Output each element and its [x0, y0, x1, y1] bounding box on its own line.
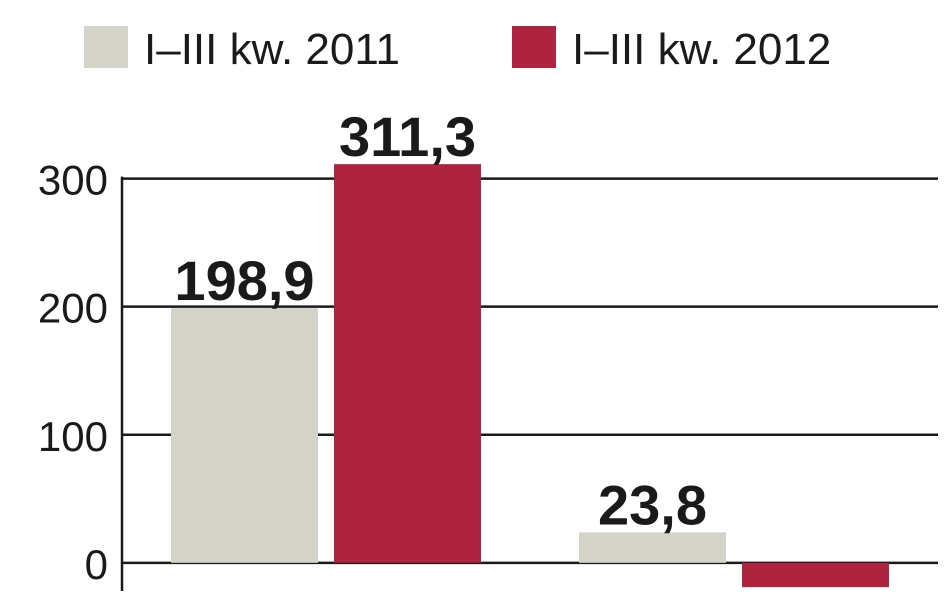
bar: [171, 308, 318, 563]
y-tick-label: 300: [38, 157, 108, 204]
y-tick-label: 0: [85, 541, 108, 588]
bar: [742, 562, 889, 588]
y-tick-label: 200: [38, 285, 108, 332]
bar: [579, 532, 726, 563]
value-label: 311,3: [339, 105, 476, 168]
legend-label: I–III kw. 2011: [144, 25, 400, 74]
legend-swatch: [512, 26, 556, 68]
value-label: 198,9: [174, 249, 314, 312]
legend-label: I–III kw. 2012: [572, 25, 831, 74]
value-label: 23,8: [598, 473, 707, 536]
legend-swatch: [84, 26, 128, 68]
y-tick-label: 100: [38, 413, 108, 460]
bar: [334, 164, 481, 563]
